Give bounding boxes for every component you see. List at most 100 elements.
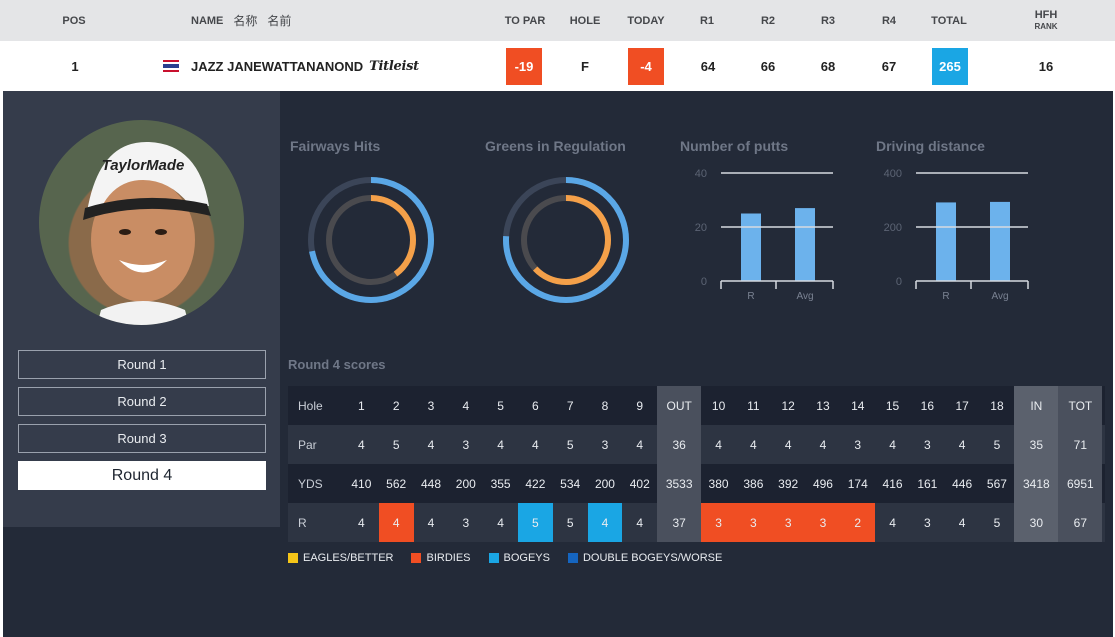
header-rank: RANK bbox=[1034, 21, 1058, 31]
fairways-title: Fairways Hits bbox=[290, 138, 381, 154]
player-hole: F bbox=[581, 58, 589, 74]
scorecard-row-yds: YDS 410 562 448 200 355 422 534 200 402 3533 380 386… bbox=[288, 464, 1105, 503]
legend-item: EAGLES/BETTER bbox=[288, 552, 393, 564]
header-r4: R4 bbox=[881, 14, 897, 27]
scorecard-cell: 4 bbox=[819, 437, 827, 452]
player-photo-icon: TaylorMade bbox=[83, 141, 211, 325]
legend-swatch bbox=[288, 553, 298, 563]
putts-tick-label: 40 bbox=[695, 168, 707, 180]
scorecard-cell: 4 bbox=[358, 515, 365, 530]
sponsor-logo: Titleist bbox=[369, 58, 419, 74]
legend-item: BOGEYS bbox=[488, 552, 550, 564]
scorecard-cell: 386 bbox=[743, 476, 764, 491]
scorecard-cell: 11 bbox=[747, 398, 760, 413]
scorecard-cell: 448 bbox=[420, 476, 441, 491]
header-hfh-rank: HFH RANK bbox=[1020, 0, 1072, 41]
scorecard-in-cell: IN bbox=[1014, 386, 1059, 425]
scorecard-cell: 5 bbox=[566, 515, 574, 530]
greens-title: Greens in Regulation bbox=[485, 138, 626, 154]
scorecard-cell: 200 bbox=[594, 476, 615, 491]
scorecard-out-cell: 37 bbox=[657, 503, 702, 542]
scorecard-cell: 3 bbox=[854, 437, 862, 452]
header-name-zh: 名称 bbox=[233, 14, 258, 28]
scorecard-table: Hole 1 2 3 4 5 6 7 8 9 OUT 10 11 12 13 14 15 16 17 18 IN TOT P… bbox=[288, 386, 1105, 542]
driving-tick-label: 400 bbox=[884, 168, 902, 180]
scorecard-cell: 18 bbox=[990, 398, 1004, 413]
scorecard-cell: 3 bbox=[601, 437, 609, 452]
scorecard-cell: 2 bbox=[392, 398, 400, 413]
scorecard-cell: 355 bbox=[490, 476, 511, 491]
scorecard-cell: 4 bbox=[636, 437, 644, 452]
legend-item: BIRDIES bbox=[411, 552, 471, 564]
header-name-ja: 名前 bbox=[267, 14, 292, 28]
scorecard-cell: 1 bbox=[358, 398, 365, 413]
player-r2: 66 bbox=[760, 58, 776, 74]
player-name[interactable]: JAZZ JANEWATTANANOND bbox=[191, 58, 364, 74]
scorecard-cell: 17 bbox=[955, 398, 969, 413]
scorecard-row-label: R bbox=[298, 515, 307, 530]
putts-category-label: R bbox=[747, 291, 754, 302]
player-r4: 67 bbox=[881, 58, 897, 74]
scorecard-cell: 567 bbox=[986, 476, 1007, 491]
legend-swatch bbox=[567, 553, 578, 563]
scorecard-out-cell: 36 bbox=[657, 425, 702, 464]
scorecard-cell: 5 bbox=[392, 437, 400, 452]
legend-label: BIRDIES bbox=[426, 552, 471, 564]
scorecard-cell: 3 bbox=[462, 437, 470, 452]
scorecard-cell: 496 bbox=[812, 476, 833, 491]
legend-label: EAGLES/BETTER bbox=[303, 552, 394, 564]
header-to-par: TO PAR bbox=[504, 14, 546, 27]
putts-tick-label: 20 bbox=[695, 222, 707, 234]
scorecard-cell: 3 bbox=[701, 503, 736, 542]
player-r3: 68 bbox=[820, 58, 836, 74]
player-total: 265 bbox=[932, 48, 968, 85]
scorecard-cell: 4 bbox=[784, 437, 792, 452]
round-4-button[interactable]: Round 4 bbox=[18, 461, 266, 490]
scorecard-row-r: R 4 4 4 3 4 5 5 4 4 37 3 3 3 3 2 4 3 4 5 30 67 bbox=[288, 503, 1105, 542]
scorecard-cell: 5 bbox=[993, 515, 1001, 530]
player-detail-panel: TaylorMade Round 1 Round 2 Round 3 Round… bbox=[3, 91, 1113, 637]
header-name: NAME bbox=[191, 14, 224, 27]
round-1-button[interactable]: Round 1 bbox=[18, 350, 266, 379]
header-pos: POS bbox=[62, 14, 86, 27]
scorecard-cell: 174 bbox=[847, 476, 868, 491]
player-avatar: TaylorMade bbox=[39, 120, 244, 325]
scorecard-cell: 410 bbox=[351, 476, 372, 491]
player-sidebar: TaylorMade Round 1 Round 2 Round 3 Round… bbox=[3, 91, 280, 527]
player-pos: 1 bbox=[71, 58, 79, 74]
legend-label: BOGEYS bbox=[503, 552, 550, 564]
round-2-button[interactable]: Round 2 bbox=[18, 387, 266, 416]
scorecard-row-label: Hole bbox=[298, 398, 323, 413]
scorecard-cell: 4 bbox=[587, 503, 623, 542]
legend-swatch bbox=[488, 553, 499, 563]
scorecard-cell: 422 bbox=[525, 476, 546, 491]
scorecard-tot-cell: TOT bbox=[1058, 386, 1103, 425]
scorecard-cell: 3 bbox=[462, 515, 470, 530]
scorecard-in-cell: 35 bbox=[1014, 425, 1059, 464]
driving-bar bbox=[936, 202, 956, 281]
header-hfh: HFH bbox=[1034, 8, 1058, 21]
header-today: TODAY bbox=[627, 14, 665, 27]
round-3-button[interactable]: Round 3 bbox=[18, 424, 266, 453]
scorecard-cell: 4 bbox=[427, 515, 435, 530]
player-name-cell[interactable]: JAZZ JANEWATTANANOND Titleist bbox=[163, 41, 463, 91]
header-r3: R3 bbox=[820, 14, 836, 27]
scorecard-row-hole: Hole 1 2 3 4 5 6 7 8 9 OUT 10 11 12 13 14 15 16 17 18 IN TOT bbox=[288, 386, 1105, 425]
scorecard-cell: 5 bbox=[566, 437, 574, 452]
scorecard-cell: 5 bbox=[517, 503, 553, 542]
fairways-donut-chart bbox=[308, 177, 434, 303]
player-hfh-rank: 16 bbox=[1038, 58, 1054, 74]
scorecard-cell: 4 bbox=[427, 437, 435, 452]
player-today: -4 bbox=[628, 48, 664, 85]
scorecard-row-par: Par 4 5 4 3 4 4 5 3 4 36 4 4 4 4 3 4 3 4 5 35 71 bbox=[288, 425, 1105, 464]
thailand-flag-icon bbox=[163, 60, 179, 72]
scorecard-cell: 5 bbox=[497, 398, 504, 413]
player-row[interactable]: 1 JAZZ JANEWATTANANOND Titleist -19 F -4… bbox=[3, 41, 1113, 91]
scorecard-tot-cell: 6951 bbox=[1058, 464, 1103, 503]
scorecard-cell: 562 bbox=[386, 476, 407, 491]
scorecard-cell: 4 bbox=[715, 437, 722, 452]
scorecard-row-label: Par bbox=[298, 437, 317, 452]
scorecard-cell: 446 bbox=[952, 476, 973, 491]
score-legend: EAGLES/BETTER BIRDIES BOGEYS DOUBLE BOGEYS/… bbox=[288, 552, 740, 564]
scorecard-cell: 4 bbox=[958, 437, 966, 452]
